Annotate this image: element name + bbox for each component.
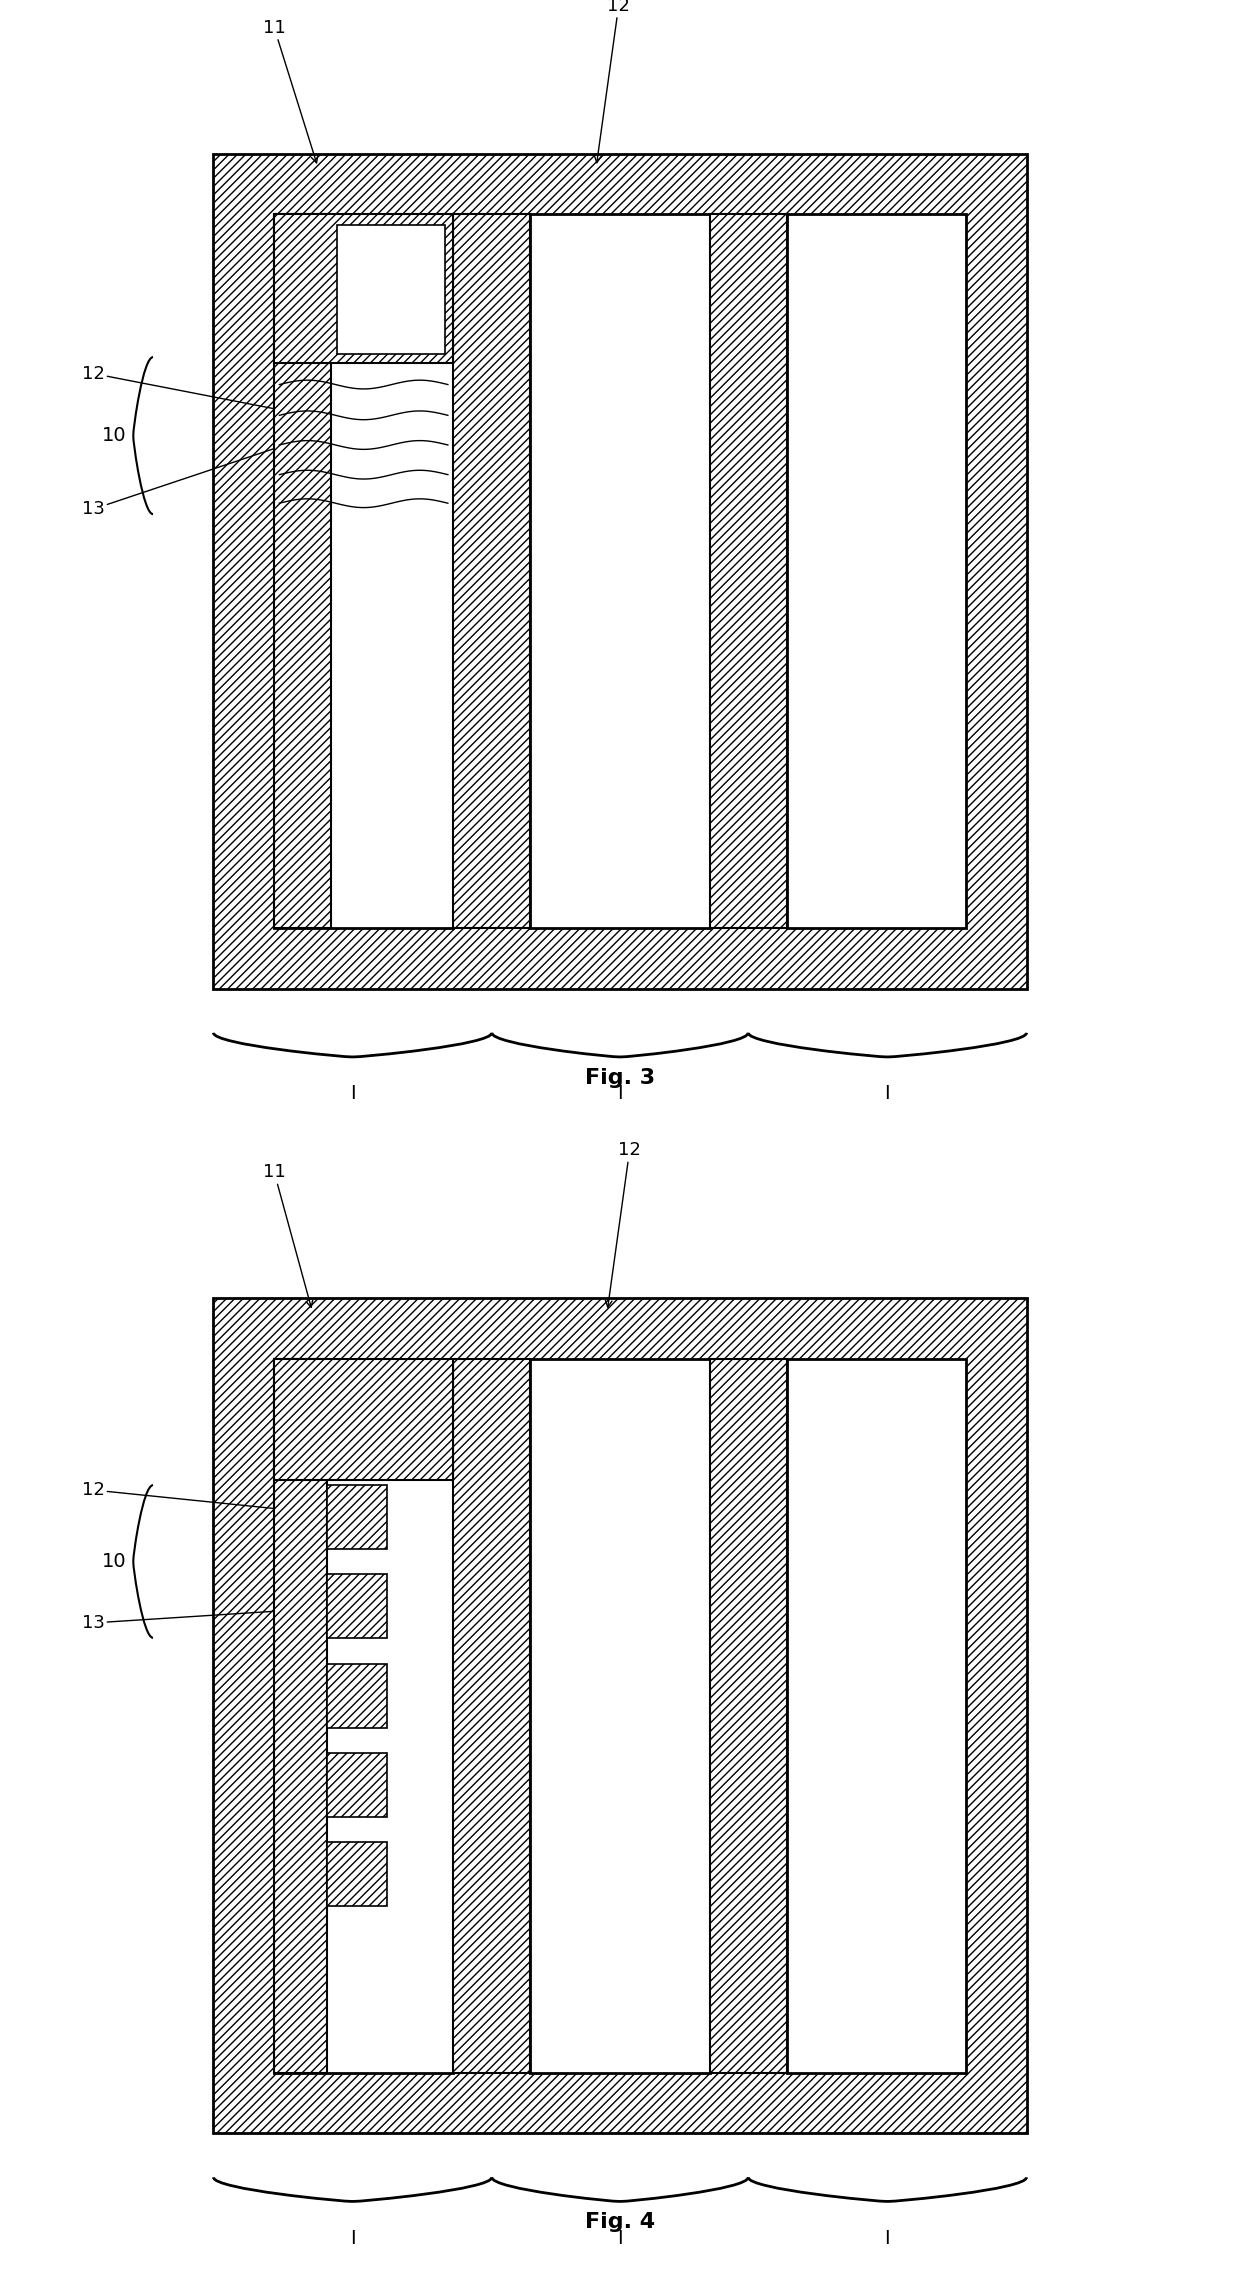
- Bar: [531, 215, 709, 929]
- Bar: [786, 215, 966, 929]
- Bar: [786, 1360, 966, 2074]
- Text: 12: 12: [605, 1142, 641, 1307]
- Text: 10: 10: [102, 426, 126, 444]
- Bar: [709, 215, 786, 929]
- Text: 12: 12: [594, 0, 630, 163]
- Bar: [454, 215, 531, 929]
- Text: I: I: [884, 2229, 890, 2248]
- Text: 12: 12: [82, 1481, 352, 1520]
- Text: 11: 11: [263, 1163, 312, 1307]
- Bar: [709, 1360, 786, 2074]
- Bar: [326, 1486, 387, 1550]
- Text: 12: 12: [82, 364, 299, 414]
- Text: I: I: [618, 1085, 622, 1103]
- Text: Fig. 3: Fig. 3: [585, 1067, 655, 1087]
- Bar: [326, 1575, 387, 1639]
- Bar: [274, 215, 331, 929]
- Bar: [274, 215, 454, 362]
- Text: 10: 10: [102, 1552, 126, 1570]
- Text: I: I: [350, 2229, 356, 2248]
- Bar: [274, 1360, 454, 2074]
- Bar: [213, 1298, 1027, 2133]
- Text: 13: 13: [82, 1602, 352, 1632]
- Text: I: I: [884, 1085, 890, 1103]
- Text: 11: 11: [263, 18, 317, 163]
- Bar: [274, 1360, 454, 1479]
- Bar: [531, 1360, 709, 2074]
- Text: I: I: [350, 1085, 356, 1103]
- Bar: [326, 1843, 387, 1907]
- Bar: [213, 153, 1027, 989]
- Bar: [454, 1360, 531, 2074]
- Text: I: I: [618, 2229, 622, 2248]
- Bar: [326, 1664, 387, 1728]
- Bar: [326, 1753, 387, 1817]
- Text: Fig. 4: Fig. 4: [585, 2211, 655, 2232]
- Bar: [274, 1360, 326, 2074]
- Bar: [274, 215, 454, 929]
- Text: 13: 13: [82, 435, 314, 517]
- Bar: [336, 224, 445, 355]
